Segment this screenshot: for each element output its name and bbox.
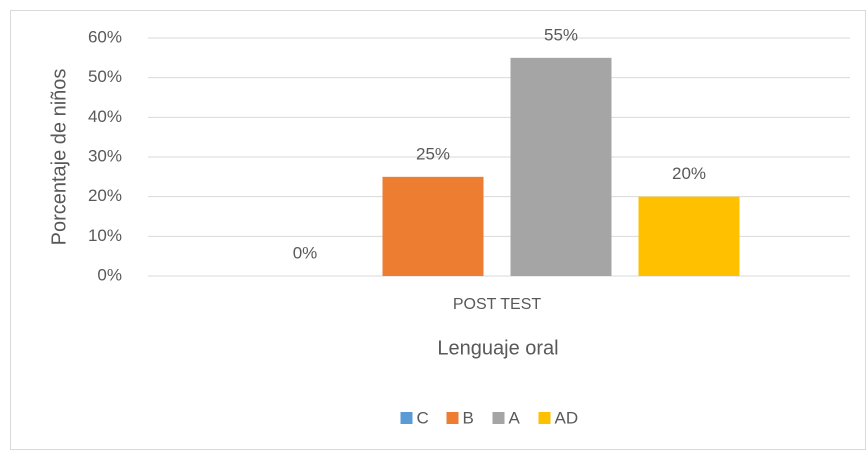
y-tick-label: 0% xyxy=(97,265,122,284)
bar xyxy=(638,196,740,276)
legend-swatch xyxy=(400,412,413,424)
value-label: 25% xyxy=(416,144,450,163)
y-tick-label: 40% xyxy=(88,107,122,126)
legend-label: B xyxy=(463,408,474,427)
legend-swatch xyxy=(538,412,551,424)
y-tick-label: 20% xyxy=(88,186,122,205)
y-axis-title: Porcentaje de niños xyxy=(48,69,70,246)
y-tick-label: 10% xyxy=(88,226,122,245)
legend-label: A xyxy=(509,408,521,427)
x-tick-label: POST TEST xyxy=(453,296,542,313)
x-axis-title: Lenguaje oral xyxy=(437,337,558,359)
legend-swatch xyxy=(492,412,505,424)
value-label: 55% xyxy=(544,25,578,44)
value-label: 0% xyxy=(293,243,318,262)
bar xyxy=(510,57,612,277)
legend-label: AD xyxy=(555,408,579,427)
y-tick-label: 60% xyxy=(88,27,122,46)
legend-swatch xyxy=(446,412,459,424)
bar xyxy=(382,176,484,276)
y-tick-label: 50% xyxy=(88,67,122,86)
value-label: 20% xyxy=(672,164,706,183)
legend-label: C xyxy=(417,408,429,427)
y-tick-label: 30% xyxy=(88,146,122,165)
